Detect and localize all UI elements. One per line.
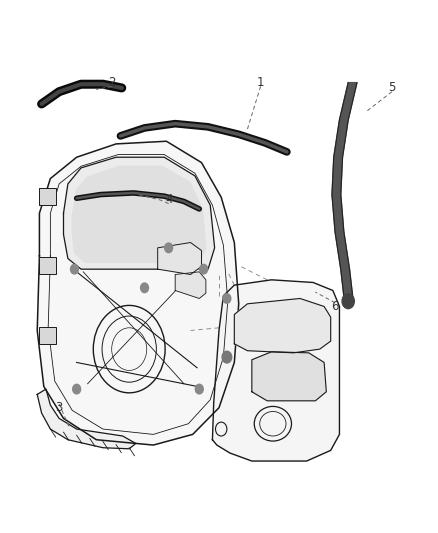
Circle shape: [223, 294, 231, 303]
Polygon shape: [37, 389, 136, 449]
Polygon shape: [252, 352, 326, 401]
Circle shape: [165, 243, 173, 253]
Polygon shape: [175, 272, 206, 298]
Text: 6: 6: [331, 300, 339, 313]
Polygon shape: [212, 280, 339, 461]
Polygon shape: [234, 298, 331, 353]
Text: 1: 1: [257, 76, 265, 89]
Circle shape: [73, 384, 81, 394]
Polygon shape: [332, 83, 357, 296]
Polygon shape: [158, 243, 201, 274]
Text: 3: 3: [56, 401, 63, 414]
Polygon shape: [64, 157, 215, 269]
Circle shape: [200, 264, 208, 274]
Circle shape: [71, 264, 78, 274]
Text: 2: 2: [108, 76, 116, 89]
Polygon shape: [37, 141, 239, 445]
Circle shape: [141, 283, 148, 293]
Polygon shape: [72, 166, 206, 262]
Circle shape: [222, 351, 232, 363]
Circle shape: [195, 384, 203, 394]
Bar: [39, 327, 56, 344]
Circle shape: [342, 294, 354, 309]
Bar: [39, 188, 56, 205]
Text: 5: 5: [389, 82, 396, 94]
Text: 4: 4: [165, 193, 173, 206]
Bar: [39, 257, 56, 274]
